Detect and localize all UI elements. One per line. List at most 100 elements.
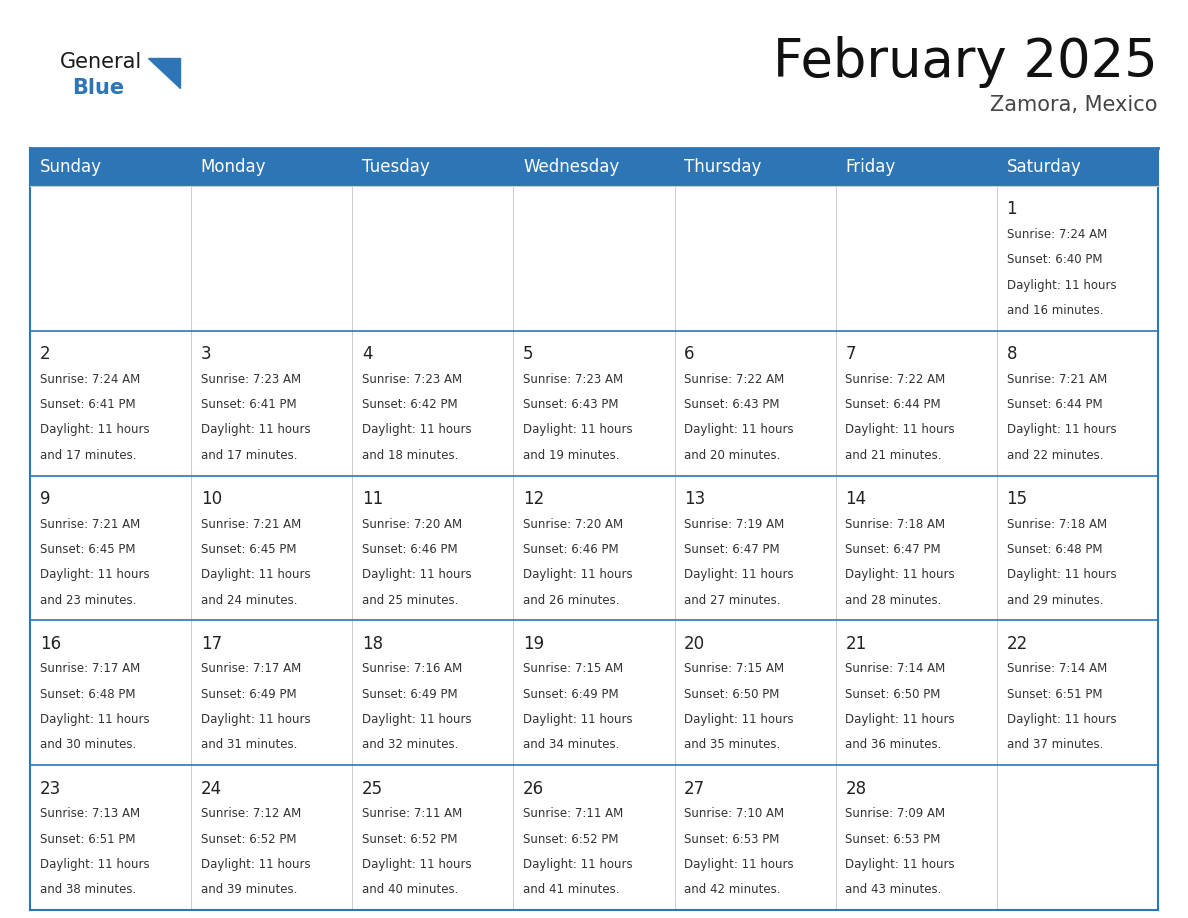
Bar xyxy=(675,148,835,186)
Bar xyxy=(513,330,675,476)
Text: Sunset: 6:47 PM: Sunset: 6:47 PM xyxy=(684,543,779,556)
Bar xyxy=(30,766,191,910)
Text: 23: 23 xyxy=(39,779,61,798)
Text: Sunset: 6:45 PM: Sunset: 6:45 PM xyxy=(201,543,296,556)
Text: Daylight: 11 hours: Daylight: 11 hours xyxy=(1006,279,1117,292)
Bar xyxy=(191,186,353,330)
Text: Daylight: 11 hours: Daylight: 11 hours xyxy=(846,713,955,726)
Bar xyxy=(191,621,353,766)
Text: Daylight: 11 hours: Daylight: 11 hours xyxy=(362,858,472,871)
Bar xyxy=(30,186,191,330)
Text: 12: 12 xyxy=(523,490,544,508)
Text: Saturday: Saturday xyxy=(1006,158,1081,176)
Text: 7: 7 xyxy=(846,345,855,364)
Text: Sunset: 6:45 PM: Sunset: 6:45 PM xyxy=(39,543,135,556)
Text: Sunrise: 7:20 AM: Sunrise: 7:20 AM xyxy=(362,518,462,531)
Text: Sunrise: 7:16 AM: Sunrise: 7:16 AM xyxy=(362,663,462,676)
Bar xyxy=(513,621,675,766)
Text: Sunset: 6:53 PM: Sunset: 6:53 PM xyxy=(846,833,941,845)
Text: and 42 minutes.: and 42 minutes. xyxy=(684,883,781,896)
Text: Sunset: 6:53 PM: Sunset: 6:53 PM xyxy=(684,833,779,845)
Bar xyxy=(191,766,353,910)
Bar xyxy=(997,766,1158,910)
Text: Sunset: 6:48 PM: Sunset: 6:48 PM xyxy=(39,688,135,700)
Bar xyxy=(997,621,1158,766)
Text: Sunrise: 7:24 AM: Sunrise: 7:24 AM xyxy=(39,373,140,386)
Text: Sunrise: 7:23 AM: Sunrise: 7:23 AM xyxy=(362,373,462,386)
Text: 17: 17 xyxy=(201,635,222,653)
Text: Daylight: 11 hours: Daylight: 11 hours xyxy=(1006,713,1117,726)
Text: and 34 minutes.: and 34 minutes. xyxy=(523,738,619,752)
Text: 14: 14 xyxy=(846,490,866,508)
Text: and 38 minutes.: and 38 minutes. xyxy=(39,883,135,896)
Text: Zamora, Mexico: Zamora, Mexico xyxy=(991,95,1158,115)
Bar xyxy=(997,330,1158,476)
Text: 11: 11 xyxy=(362,490,384,508)
Text: and 32 minutes.: and 32 minutes. xyxy=(362,738,459,752)
Text: Blue: Blue xyxy=(72,78,124,98)
Text: Daylight: 11 hours: Daylight: 11 hours xyxy=(362,568,472,581)
Text: Sunrise: 7:22 AM: Sunrise: 7:22 AM xyxy=(846,373,946,386)
Text: Daylight: 11 hours: Daylight: 11 hours xyxy=(201,568,310,581)
Text: 20: 20 xyxy=(684,635,706,653)
Text: 15: 15 xyxy=(1006,490,1028,508)
Bar xyxy=(191,476,353,621)
Text: Sunset: 6:52 PM: Sunset: 6:52 PM xyxy=(201,833,296,845)
Text: Sunrise: 7:17 AM: Sunrise: 7:17 AM xyxy=(201,663,301,676)
Bar xyxy=(191,330,353,476)
Text: and 23 minutes.: and 23 minutes. xyxy=(39,594,137,607)
Text: Sunset: 6:52 PM: Sunset: 6:52 PM xyxy=(362,833,457,845)
Text: Daylight: 11 hours: Daylight: 11 hours xyxy=(1006,568,1117,581)
Text: Sunrise: 7:17 AM: Sunrise: 7:17 AM xyxy=(39,663,140,676)
Text: Daylight: 11 hours: Daylight: 11 hours xyxy=(362,713,472,726)
Bar xyxy=(513,148,675,186)
Text: Sunset: 6:46 PM: Sunset: 6:46 PM xyxy=(523,543,619,556)
Text: Sunrise: 7:15 AM: Sunrise: 7:15 AM xyxy=(523,663,624,676)
Text: Sunset: 6:49 PM: Sunset: 6:49 PM xyxy=(523,688,619,700)
Bar xyxy=(835,148,997,186)
Text: and 30 minutes.: and 30 minutes. xyxy=(39,738,135,752)
Text: Daylight: 11 hours: Daylight: 11 hours xyxy=(39,568,150,581)
Bar xyxy=(353,766,513,910)
Text: 26: 26 xyxy=(523,779,544,798)
Text: 18: 18 xyxy=(362,635,383,653)
Bar xyxy=(835,186,997,330)
Bar xyxy=(30,330,191,476)
Text: and 17 minutes.: and 17 minutes. xyxy=(39,449,137,462)
Text: 16: 16 xyxy=(39,635,61,653)
Text: Sunrise: 7:11 AM: Sunrise: 7:11 AM xyxy=(523,807,624,820)
Text: 27: 27 xyxy=(684,779,706,798)
Text: Daylight: 11 hours: Daylight: 11 hours xyxy=(201,713,310,726)
Text: Sunset: 6:50 PM: Sunset: 6:50 PM xyxy=(684,688,779,700)
Text: Daylight: 11 hours: Daylight: 11 hours xyxy=(523,568,633,581)
Text: Sunrise: 7:21 AM: Sunrise: 7:21 AM xyxy=(1006,373,1107,386)
Text: and 36 minutes.: and 36 minutes. xyxy=(846,738,942,752)
Bar xyxy=(675,330,835,476)
Bar xyxy=(835,621,997,766)
Text: Daylight: 11 hours: Daylight: 11 hours xyxy=(1006,423,1117,436)
Bar xyxy=(997,476,1158,621)
Text: Sunrise: 7:22 AM: Sunrise: 7:22 AM xyxy=(684,373,784,386)
Text: 9: 9 xyxy=(39,490,50,508)
Text: Daylight: 11 hours: Daylight: 11 hours xyxy=(39,713,150,726)
Text: Sunset: 6:51 PM: Sunset: 6:51 PM xyxy=(39,833,135,845)
Text: and 26 minutes.: and 26 minutes. xyxy=(523,594,620,607)
Text: and 29 minutes.: and 29 minutes. xyxy=(1006,594,1102,607)
Text: Sunday: Sunday xyxy=(39,158,102,176)
Text: Sunset: 6:46 PM: Sunset: 6:46 PM xyxy=(362,543,457,556)
Bar xyxy=(191,148,353,186)
Text: Sunset: 6:47 PM: Sunset: 6:47 PM xyxy=(846,543,941,556)
Text: Sunrise: 7:19 AM: Sunrise: 7:19 AM xyxy=(684,518,784,531)
Text: 2: 2 xyxy=(39,345,50,364)
Text: Sunrise: 7:12 AM: Sunrise: 7:12 AM xyxy=(201,807,301,820)
Text: Daylight: 11 hours: Daylight: 11 hours xyxy=(684,423,794,436)
Text: Sunset: 6:52 PM: Sunset: 6:52 PM xyxy=(523,833,619,845)
Text: Sunrise: 7:23 AM: Sunrise: 7:23 AM xyxy=(201,373,301,386)
Bar xyxy=(30,621,191,766)
Text: Sunset: 6:49 PM: Sunset: 6:49 PM xyxy=(201,688,297,700)
Text: Daylight: 11 hours: Daylight: 11 hours xyxy=(39,423,150,436)
Text: Sunset: 6:49 PM: Sunset: 6:49 PM xyxy=(362,688,457,700)
Text: and 40 minutes.: and 40 minutes. xyxy=(362,883,459,896)
Text: 6: 6 xyxy=(684,345,695,364)
Text: Daylight: 11 hours: Daylight: 11 hours xyxy=(684,713,794,726)
